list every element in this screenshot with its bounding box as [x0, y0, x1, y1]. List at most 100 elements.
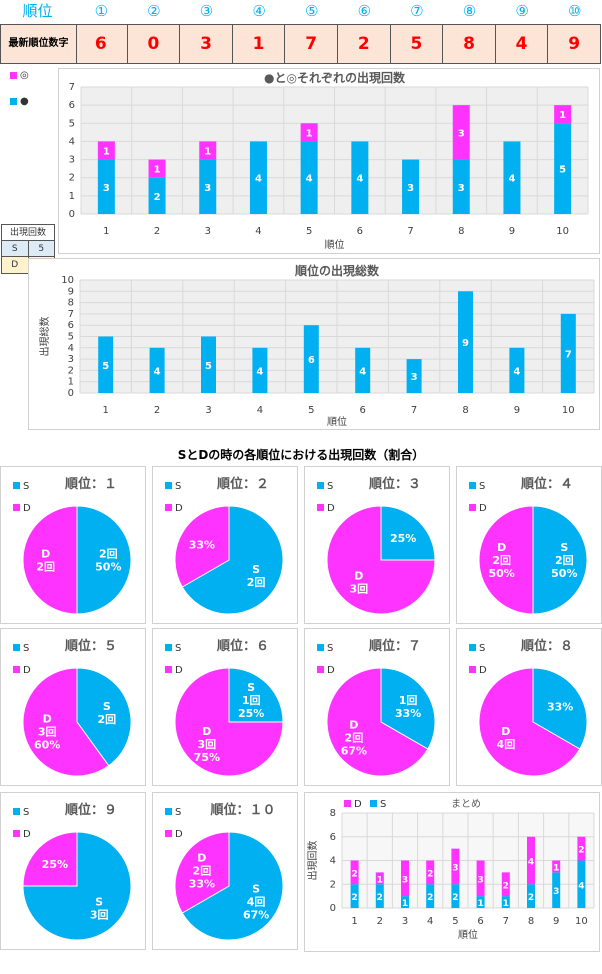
pie-panel-1: 順位：１ S D 2回 50% D 2回: [0, 466, 146, 624]
pie-panel-2: 順位：２ S D S 2回 33%: [152, 466, 298, 624]
legend-label: S: [327, 481, 333, 492]
pie-panel-5: 順位：５ S D S 2回 D 3回 60%: [0, 628, 146, 786]
bar-total: [355, 347, 371, 393]
x-tick-label: 9: [514, 405, 520, 416]
pie-data-label: S: [252, 883, 260, 896]
data-label: 2: [528, 893, 534, 903]
y-tick-label: 7: [68, 309, 74, 320]
y-tick-label: 4: [68, 343, 74, 354]
x-tick-label: 2: [154, 405, 160, 416]
x-tick-label: 2: [377, 916, 383, 927]
bar-total: [406, 359, 422, 393]
pie-slice-s: [181, 831, 284, 941]
y-tick-label: 7: [69, 82, 75, 93]
latest-number-cell: 9: [548, 25, 601, 63]
bar-S: [501, 896, 510, 908]
pie-slice-d: [174, 667, 284, 777]
legend-swatch-d: [13, 830, 20, 837]
legend-swatch-d: [344, 800, 351, 807]
x-tick-label: 9: [509, 226, 515, 237]
x-tick-label: 6: [360, 405, 366, 416]
pie-data-label: 25%: [42, 858, 68, 871]
pie-data-label: 67%: [243, 909, 269, 922]
legend-label: S: [23, 481, 29, 492]
x-tick-label: 4: [257, 405, 263, 416]
legend-label: S: [380, 799, 386, 810]
x-tick-label: 5: [452, 916, 458, 927]
legend-label: D: [175, 829, 183, 840]
side-row-key: S: [11, 244, 18, 254]
data-label: 2: [452, 893, 458, 903]
pie-title: 順位：１０: [210, 802, 275, 818]
bar-●: [351, 141, 369, 214]
data-label: 2: [351, 893, 357, 903]
data-label: 3: [103, 183, 110, 194]
rank-column-header: ②: [147, 2, 161, 20]
data-label: 2: [578, 846, 584, 856]
pie-data-label: 1回: [399, 693, 418, 707]
data-label: 4: [513, 366, 520, 377]
legend-swatch-s: [317, 482, 324, 489]
x-tick-label: 3: [205, 405, 211, 416]
side-row-key: D: [11, 260, 19, 270]
pie-title: 順位：６: [217, 638, 269, 654]
bar-●: [300, 141, 318, 214]
pie-data-label: 60%: [34, 739, 60, 752]
legend-label: S: [327, 643, 333, 654]
x-tick-label: 1: [351, 916, 357, 927]
x-tick-label: 1: [103, 405, 109, 416]
pie-data-label: 75%: [194, 751, 220, 764]
y-tick-label: 2: [330, 879, 336, 890]
pie-slice-d: [326, 505, 436, 615]
pie-data-label: 2回: [492, 553, 511, 567]
legend-label: S: [23, 643, 29, 654]
data-label: 3: [204, 183, 211, 194]
legend-swatch-d: [165, 830, 172, 837]
bar-◎: [300, 123, 318, 142]
bar-D: [527, 836, 535, 885]
y-tick-label: 10: [61, 275, 74, 286]
bar-total: [560, 313, 576, 393]
bar-●: [402, 159, 420, 214]
rank-column-header: ⑦: [410, 2, 424, 20]
rank-column-header: ④: [252, 2, 266, 20]
pie-title: 順位：３: [369, 476, 421, 492]
data-label: 3: [411, 372, 418, 383]
pie-title: 順位：７: [369, 638, 421, 654]
bar-●: [452, 159, 470, 214]
legend-label: D: [479, 665, 487, 676]
data-label: 1: [154, 165, 161, 176]
x-tick-label: 3: [205, 226, 211, 237]
side-table-header: 出現回数: [9, 228, 46, 238]
legend-double-circle: ◎: [10, 70, 29, 81]
pie-data-label: S: [95, 896, 103, 909]
x-tick-label: 9: [553, 916, 559, 927]
legend-swatch-d: [165, 504, 172, 511]
pie-panel-9: 順位：９ S D S 3回 25%: [0, 792, 146, 950]
legend-swatch-d: [13, 666, 20, 673]
legend-label: D: [175, 503, 183, 514]
pie-data-label: 50%: [489, 567, 515, 580]
data-label: 6: [308, 355, 315, 366]
x-axis-label: 順位: [458, 928, 478, 941]
pie-slice-s: [228, 667, 284, 723]
x-tick-label: 7: [411, 405, 417, 416]
legend-swatch-s: [469, 482, 476, 489]
y-tick-label: 6: [330, 832, 336, 843]
side-row-val: 5: [27, 241, 55, 256]
pie-data-label: 2回: [97, 712, 116, 726]
pie-data-label: 3回: [90, 908, 109, 922]
x-tick-label: 6: [477, 916, 483, 927]
bar-S: [577, 860, 586, 908]
legend-label: S: [479, 643, 485, 654]
data-label: 3: [458, 128, 465, 139]
pie-title: 順位：１: [65, 476, 117, 492]
chart-title: 順位の出現総数: [294, 263, 380, 278]
data-label: 4: [508, 174, 515, 185]
